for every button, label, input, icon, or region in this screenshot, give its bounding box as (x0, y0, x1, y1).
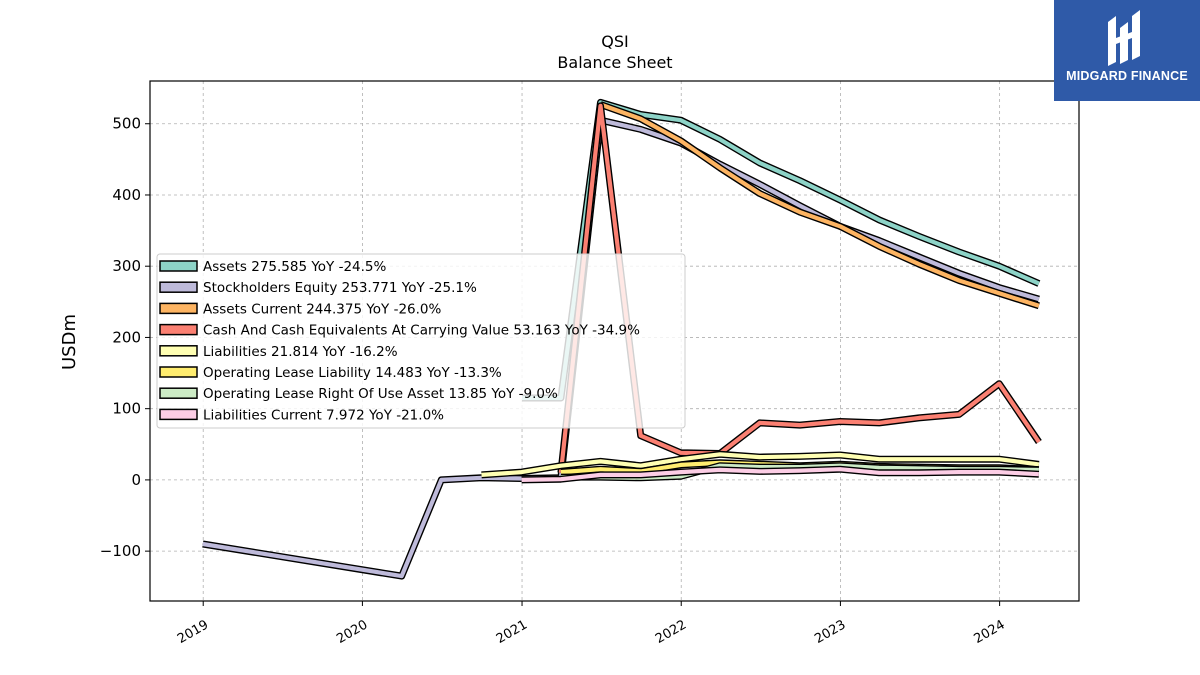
series-line (558, 103, 1041, 474)
y-tick-label: 500 (112, 115, 141, 133)
x-tick-label: 2023 (812, 617, 848, 647)
y-axis-label: USDm (59, 314, 80, 370)
x-tick-label: 2021 (494, 617, 530, 647)
series-line (599, 102, 1040, 308)
chart-title: QSI (601, 32, 628, 51)
brand-mark-icon (1108, 10, 1140, 66)
chart-subtitle: Balance Sheet (557, 53, 672, 72)
legend-label: Stockholders Equity 253.771 YoY -25.1% (203, 280, 477, 296)
legend: Assets 275.585 YoY -24.5% Stockholders Eq… (156, 253, 686, 429)
legend-label: Cash And Cash Equivalents At Carrying Va… (203, 323, 640, 339)
series-lines (202, 98, 1042, 580)
legend-swatch (159, 260, 198, 272)
legend-label: Liabilities Current 7.972 YoY -21.0% (203, 407, 444, 423)
y-tick-label: 400 (112, 186, 141, 204)
x-tick-label: 2019 (175, 617, 211, 647)
series-line (481, 452, 1040, 477)
y-tick-label: 100 (112, 400, 141, 418)
x-tick-label: 2020 (334, 617, 370, 647)
legend-swatch (159, 408, 198, 421)
legend-swatch (159, 366, 198, 378)
plot-frame (149, 80, 1080, 602)
legend-label: Assets 275.585 YoY -24.5% (203, 259, 387, 275)
x-tick-label: 2024 (971, 617, 1007, 647)
legend-label: Assets Current 244.375 YoY -26.0% (203, 301, 442, 317)
legend-swatch (159, 323, 198, 336)
legend-label: Operating Lease Right Of Use Asset 13.85… (203, 386, 558, 402)
legend-swatch (159, 302, 198, 315)
brand-name: MIDGARD FINANCE (1066, 69, 1188, 83)
legend-box (156, 253, 686, 429)
legend-label: Liabilities 21.814 YoY -16.2% (203, 344, 398, 360)
series-line (521, 467, 1040, 482)
x-tick-label: 2022 (653, 617, 689, 647)
legend-swatch (159, 387, 198, 399)
y-tick-label: 200 (112, 328, 141, 346)
y-tick-label: −100 (100, 542, 141, 560)
legend-swatch (159, 345, 198, 357)
brand-logo: MIDGARD FINANCE (1054, 0, 1200, 101)
y-tick-label: 0 (131, 471, 141, 489)
legend-label: Operating Lease Liability 14.483 YoY -13… (203, 365, 502, 381)
legend-swatch (159, 281, 198, 293)
y-tick-label: 300 (112, 257, 141, 275)
